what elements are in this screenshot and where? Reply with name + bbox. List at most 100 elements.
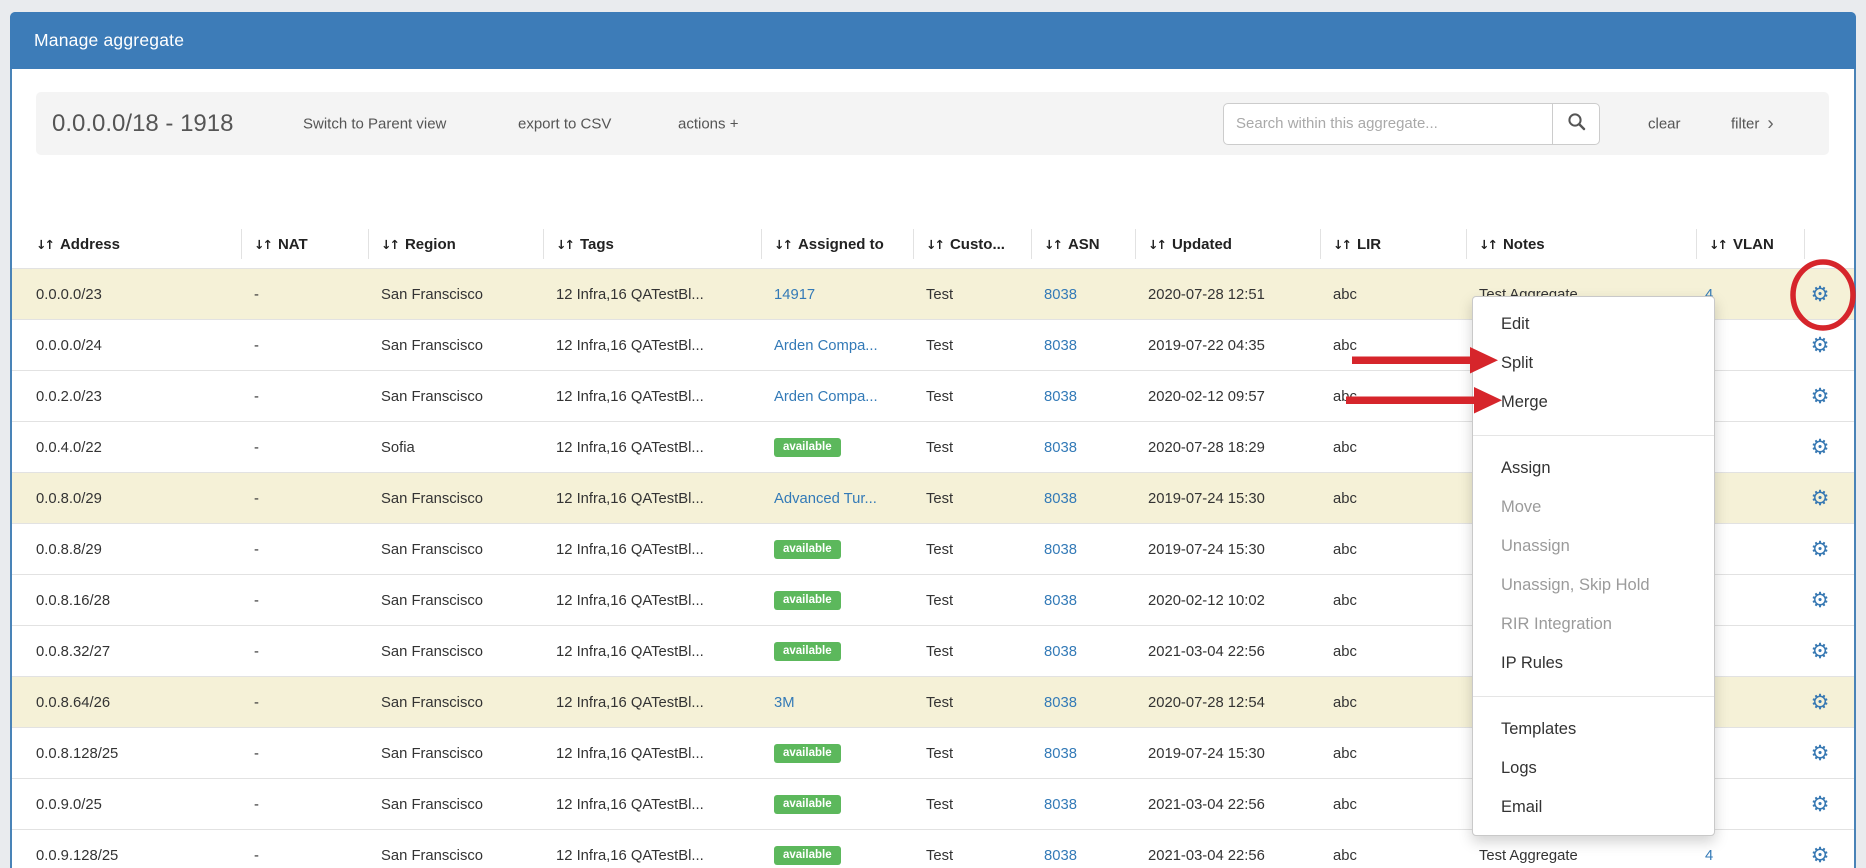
cell-lir: abc xyxy=(1333,575,1473,626)
column-header-region[interactable]: ↓↑Region xyxy=(381,226,456,262)
cell-region: San Franscisco xyxy=(381,677,549,728)
cell-customer: Test xyxy=(926,371,1038,422)
switch-parent-view-link[interactable]: Switch to Parent view xyxy=(303,115,446,132)
cell-nat: - xyxy=(254,728,374,779)
menu-item-ip-rules[interactable]: IP Rules xyxy=(1473,644,1714,683)
cell-updated: 2019-07-22 04:35 xyxy=(1148,320,1328,371)
menu-item-rir-integration: RIR Integration xyxy=(1473,605,1714,644)
menu-item-merge[interactable]: Merge xyxy=(1473,383,1714,422)
gear-icon[interactable]: ⚙ xyxy=(1811,692,1830,713)
asn-link[interactable]: 8038 xyxy=(1044,542,1077,558)
assigned-link[interactable]: Arden Compa... xyxy=(774,338,878,354)
cell-lir: abc xyxy=(1333,269,1473,320)
gear-icon[interactable]: ⚙ xyxy=(1811,284,1830,305)
cell-nat: - xyxy=(254,371,374,422)
column-header-updated[interactable]: ↓↑Updated xyxy=(1148,226,1232,262)
gear-icon[interactable]: ⚙ xyxy=(1811,590,1830,611)
asn-link[interactable]: 8038 xyxy=(1044,797,1077,813)
cell-updated: 2019-07-24 15:30 xyxy=(1148,728,1328,779)
column-header-notes[interactable]: ↓↑Notes xyxy=(1479,226,1545,262)
column-header-assigned-to[interactable]: ↓↑Assigned to xyxy=(774,226,884,262)
cell-lir: abc xyxy=(1333,473,1473,524)
cell-region: San Franscisco xyxy=(381,575,549,626)
gear-icon[interactable]: ⚙ xyxy=(1811,386,1830,407)
cell-updated: 2020-07-28 12:54 xyxy=(1148,677,1328,728)
cell-nat: - xyxy=(254,677,374,728)
menu-item-email[interactable]: Email xyxy=(1473,788,1714,827)
menu-divider xyxy=(1473,435,1714,436)
clear-link[interactable]: clear xyxy=(1648,115,1681,132)
vlan-link[interactable]: 4 xyxy=(1705,848,1713,864)
gear-context-menu: Edit Split Merge Assign Move Unassign Un… xyxy=(1472,296,1715,836)
gear-icon[interactable]: ⚙ xyxy=(1811,743,1830,764)
cell-updated: 2021-03-04 22:56 xyxy=(1148,779,1328,830)
cell-updated: 2019-07-24 15:30 xyxy=(1148,473,1328,524)
asn-link[interactable]: 8038 xyxy=(1044,389,1077,405)
gear-icon[interactable]: ⚙ xyxy=(1811,641,1830,662)
status-badge: available xyxy=(774,642,841,662)
cell-tags: 12 Infra,16 QATestBl... xyxy=(556,575,768,626)
asn-link[interactable]: 8038 xyxy=(1044,695,1077,711)
menu-item-edit[interactable]: Edit xyxy=(1473,305,1714,344)
assigned-link[interactable]: Arden Compa... xyxy=(774,389,878,405)
filter-link[interactable]: filter › xyxy=(1731,114,1774,133)
menu-item-move: Move xyxy=(1473,488,1714,527)
sort-icon: ↓↑ xyxy=(926,237,943,252)
asn-link[interactable]: 8038 xyxy=(1044,440,1077,456)
cell-nat: - xyxy=(254,779,374,830)
menu-item-templates[interactable]: Templates xyxy=(1473,710,1714,749)
asn-link[interactable]: 8038 xyxy=(1044,848,1077,864)
column-header-vlan[interactable]: ↓↑VLAN xyxy=(1709,226,1774,262)
column-header-nat[interactable]: ↓↑NAT xyxy=(254,226,308,262)
cell-nat: - xyxy=(254,320,374,371)
asn-link[interactable]: 8038 xyxy=(1044,644,1077,660)
cell-tags: 12 Infra,16 QATestBl... xyxy=(556,269,768,320)
search-input[interactable] xyxy=(1223,103,1553,145)
sort-icon: ↓↑ xyxy=(1148,237,1165,252)
column-header-customer[interactable]: ↓↑Custo... xyxy=(926,226,1005,262)
gear-icon[interactable]: ⚙ xyxy=(1811,437,1830,458)
assigned-link[interactable]: Advanced Tur... xyxy=(774,491,877,507)
cell-lir: abc xyxy=(1333,320,1473,371)
assigned-link[interactable]: 14917 xyxy=(774,287,815,303)
menu-item-unassign-skip-hold: Unassign, Skip Hold xyxy=(1473,566,1714,605)
asn-link[interactable]: 8038 xyxy=(1044,593,1077,609)
cell-nat: - xyxy=(254,575,374,626)
assigned-link[interactable]: 3M xyxy=(774,695,795,711)
cell-updated: 2021-03-04 22:56 xyxy=(1148,626,1328,677)
cell-lir: abc xyxy=(1333,677,1473,728)
gear-icon[interactable]: ⚙ xyxy=(1811,335,1830,356)
column-header-lir[interactable]: ↓↑LIR xyxy=(1333,226,1381,262)
cell-region: Sofia xyxy=(381,422,549,473)
column-header-asn[interactable]: ↓↑ASN xyxy=(1044,226,1100,262)
actions-menu-link[interactable]: actions + xyxy=(678,115,738,132)
search-button[interactable] xyxy=(1552,103,1600,145)
cell-updated: 2020-02-12 09:57 xyxy=(1148,371,1328,422)
cell-customer: Test xyxy=(926,575,1038,626)
asn-link[interactable]: 8038 xyxy=(1044,491,1077,507)
asn-link[interactable]: 8038 xyxy=(1044,287,1077,303)
gear-icon[interactable]: ⚙ xyxy=(1811,539,1830,560)
cell-updated: 2019-07-24 15:30 xyxy=(1148,524,1328,575)
cell-customer: Test xyxy=(926,728,1038,779)
cell-nat: - xyxy=(254,524,374,575)
asn-link[interactable]: 8038 xyxy=(1044,746,1077,762)
cell-updated: 2020-07-28 18:29 xyxy=(1148,422,1328,473)
menu-item-logs[interactable]: Logs xyxy=(1473,749,1714,788)
cell-nat: - xyxy=(254,830,374,868)
menu-item-assign[interactable]: Assign xyxy=(1473,449,1714,488)
gear-icon[interactable]: ⚙ xyxy=(1811,488,1830,509)
asn-link[interactable]: 8038 xyxy=(1044,338,1077,354)
cell-customer: Test xyxy=(926,320,1038,371)
column-header-tags[interactable]: ↓↑Tags xyxy=(556,226,614,262)
cell-lir: abc xyxy=(1333,626,1473,677)
cell-tags: 12 Infra,16 QATestBl... xyxy=(556,371,768,422)
cell-tags: 12 Infra,16 QATestBl... xyxy=(556,830,768,868)
gear-icon[interactable]: ⚙ xyxy=(1811,845,1830,866)
export-csv-link[interactable]: export to CSV xyxy=(518,115,611,132)
column-header-address[interactable]: ↓↑Address xyxy=(36,226,120,262)
status-badge: available xyxy=(774,846,841,866)
gear-icon[interactable]: ⚙ xyxy=(1811,794,1830,815)
menu-item-split[interactable]: Split xyxy=(1473,344,1714,383)
cell-address: 0.0.8.32/27 xyxy=(36,626,246,677)
